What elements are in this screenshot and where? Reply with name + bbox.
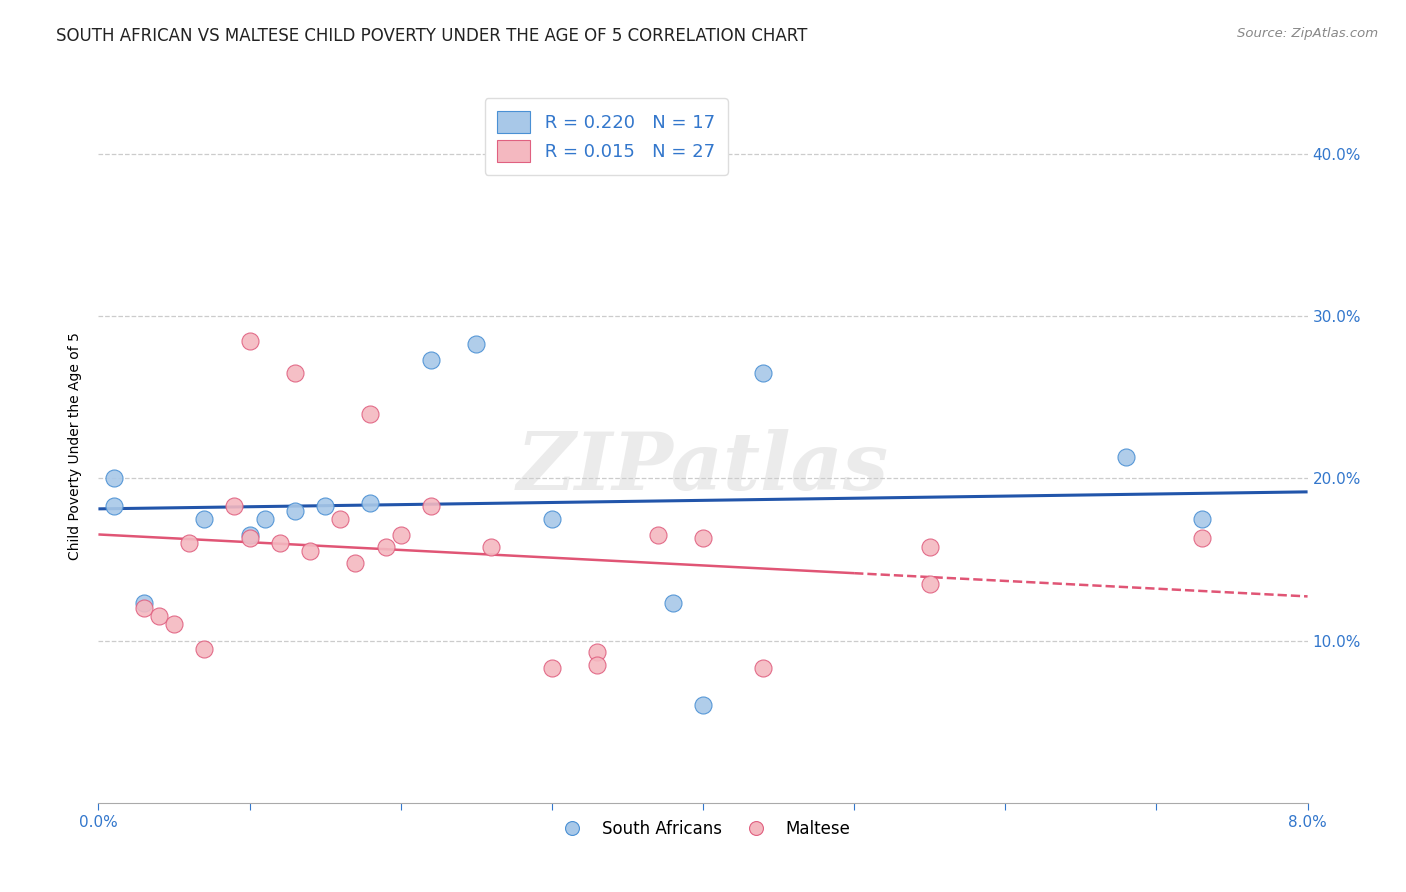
Point [284,504,307,518]
Point [329,512,352,526]
Point [481,540,503,554]
Point [193,641,215,656]
Point [420,353,443,368]
Point [752,661,775,675]
Point [661,596,683,610]
Y-axis label: Child Poverty Under the Age of 5: Child Poverty Under the Age of 5 [69,332,83,560]
Point [692,698,714,713]
Point [224,499,246,513]
Point [1191,532,1213,546]
Point [465,336,488,351]
Point [284,366,307,380]
Point [540,512,562,526]
Point [253,512,276,526]
Text: Source: ZipAtlas.com: Source: ZipAtlas.com [1237,27,1378,40]
Point [239,334,262,348]
Point [692,532,714,546]
Point [540,661,562,675]
Point [389,528,412,542]
Point [1191,512,1213,526]
Point [163,617,186,632]
Point [360,407,382,421]
Point [360,496,382,510]
Point [374,540,396,554]
Point [193,512,215,526]
Point [918,540,941,554]
Point [239,532,262,546]
Point [1115,450,1137,465]
Point [314,499,336,513]
Text: SOUTH AFRICAN VS MALTESE CHILD POVERTY UNDER THE AGE OF 5 CORRELATION CHART: SOUTH AFRICAN VS MALTESE CHILD POVERTY U… [56,27,807,45]
Point [269,536,291,550]
Point [179,536,201,550]
Point [103,499,125,513]
Point [647,528,669,542]
Point [103,471,125,485]
Point [420,499,443,513]
Point [586,657,609,672]
Point [752,366,775,380]
Point [132,596,155,610]
Point [239,528,262,542]
Point [148,609,170,624]
Legend: South Africans, Maltese: South Africans, Maltese [548,814,858,845]
Point [299,544,322,558]
Point [132,601,155,615]
Text: ZIPatlas: ZIPatlas [517,429,889,506]
Point [344,556,367,570]
Point [586,645,609,659]
Point [918,577,941,591]
